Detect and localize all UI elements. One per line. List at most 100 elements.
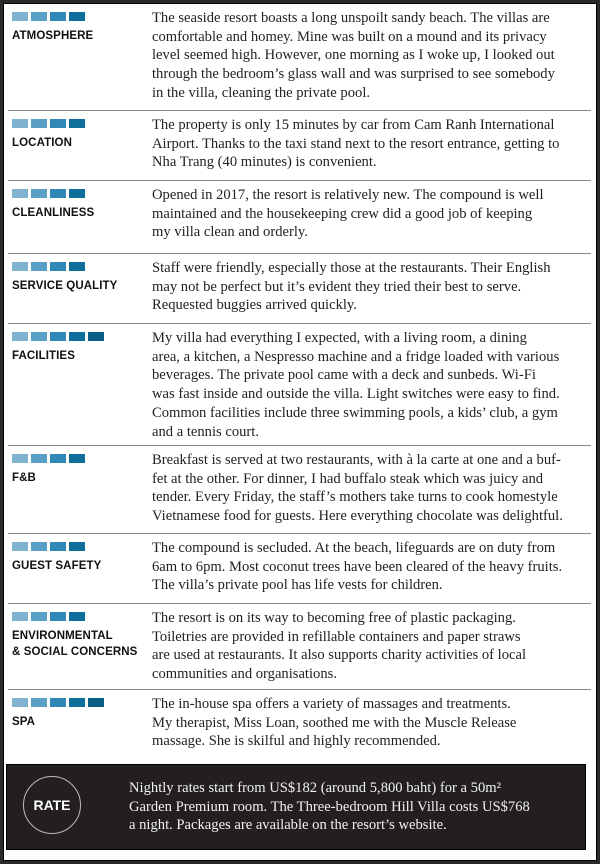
review-section: GUEST SAFETY The compound is secluded. At… <box>8 534 591 604</box>
review-section: CLEANLINESS Opened in 2017, the resort is… <box>8 181 591 254</box>
rating-bar <box>12 698 104 707</box>
rating-square <box>31 542 47 551</box>
section-label: GUEST SAFETY <box>12 558 101 574</box>
label-line: F&B <box>12 472 36 484</box>
text-line: area, a kitchen, a Nespresso machine and… <box>152 348 560 365</box>
text-line: The villa’s private pool has life vests … <box>152 577 443 594</box>
text-line: The in-house spa offers a variety of mas… <box>152 696 511 712</box>
rating-square <box>50 612 66 621</box>
review-section: SERVICE QUALITY Staff were friendly, espe… <box>8 254 591 324</box>
rating-square <box>12 332 28 341</box>
rating-bar <box>12 12 85 21</box>
text-line: Nha Trang (40 minutes) is convenient. <box>152 154 377 171</box>
rating-bar <box>12 189 85 198</box>
rating-square <box>31 119 47 128</box>
section-text: My villa had everything I expected, with… <box>152 329 597 441</box>
text-line: and a tennis court. <box>152 423 259 440</box>
rate-badge: RATE <box>23 776 81 834</box>
review-section: SPA The in-house spa offers a variety of … <box>8 690 591 764</box>
text-line: My therapist, Miss Loan, soothed me with… <box>152 714 517 731</box>
rating-square <box>12 189 28 198</box>
text-line: 6am to 6pm. Most coconut trees have been… <box>152 558 563 575</box>
rate-line: Garden Premium room. The Three-bedroom H… <box>129 798 530 815</box>
rating-bar <box>12 454 85 463</box>
text-line: Airport. Thanks to the taxi stand next t… <box>152 135 560 152</box>
rating-square <box>69 332 85 341</box>
rating-square <box>12 12 28 21</box>
rating-square <box>31 612 47 621</box>
rating-square <box>69 119 85 128</box>
rating-square <box>31 189 47 198</box>
text-line: massage. She is skilful and highly recom… <box>152 733 441 750</box>
rating-square <box>12 542 28 551</box>
section-text: The property is only 15 minutes by car f… <box>152 116 597 172</box>
label-line: CLEANLINESS <box>12 207 95 219</box>
rating-bar <box>12 542 85 551</box>
rating-bar <box>12 262 85 271</box>
text-line: My villa had everything I expected, with… <box>152 330 527 346</box>
section-label: SERVICE QUALITY <box>12 278 117 294</box>
rating-square <box>50 698 66 707</box>
text-line: comfortable and homey. Mine was built on… <box>152 28 547 45</box>
review-section: ENVIRONMENTAL & SOCIAL CONCERNS The resort… <box>8 604 591 690</box>
review-section: LOCATION The property is only 15 minutes … <box>8 111 591 181</box>
text-line: are used at restaurants. It also support… <box>152 647 527 664</box>
rating-square <box>69 612 85 621</box>
rating-square <box>69 189 85 198</box>
rating-square <box>69 698 85 707</box>
text-line: The property is only 15 minutes by car f… <box>152 117 555 133</box>
rating-square <box>31 12 47 21</box>
rate-box: RATE Nightly rates start from US$182 (ar… <box>6 764 586 850</box>
review-section: F&B Breakfast is served at two restaurant… <box>8 446 591 534</box>
text-line: Requested buggies arrived quickly. <box>152 297 357 314</box>
label-line: & SOCIAL CONCERNS <box>12 646 138 658</box>
section-label: ENVIRONMENTAL & SOCIAL CONCERNS <box>12 628 137 660</box>
text-line: was fast inside and outside the villa. L… <box>152 386 560 403</box>
rating-square <box>31 454 47 463</box>
label-line: SPA <box>12 716 36 728</box>
rating-square <box>31 698 47 707</box>
review-section: FACILITIES My villa had everything I expe… <box>8 324 591 446</box>
section-label: SPA <box>12 714 35 730</box>
rate-line: Nightly rates start from US$182 (around … <box>129 780 501 796</box>
text-line: Staff were friendly, especially those at… <box>152 260 551 276</box>
section-text: The compound is secluded. At the beach, … <box>152 539 597 595</box>
section-label: FACILITIES <box>12 348 75 364</box>
section-label: F&B <box>12 470 36 486</box>
rating-square <box>50 454 66 463</box>
label-line: SERVICE QUALITY <box>12 280 118 292</box>
section-label: CLEANLINESS <box>12 205 94 221</box>
section-text: The resort is on its way to becoming fre… <box>152 609 597 684</box>
rating-square <box>50 12 66 21</box>
rating-square <box>50 332 66 341</box>
text-line: Common facilities include three swimming… <box>152 404 558 421</box>
rating-square <box>69 542 85 551</box>
label-line: GUEST SAFETY <box>12 560 102 572</box>
rating-square <box>12 262 28 271</box>
text-line: The seaside resort boasts a long unspoil… <box>152 10 550 26</box>
text-line: level seemed high. However, one morning … <box>152 47 555 64</box>
text-line: beverages. The private pool came with a … <box>152 367 536 384</box>
rating-square <box>88 698 104 707</box>
rating-square <box>12 612 28 621</box>
label-line: ATMOSPHERE <box>12 30 94 42</box>
text-line: The compound is secluded. At the beach, … <box>152 540 556 556</box>
rating-square <box>69 12 85 21</box>
text-line: Vietnamese food for guests. Here everyth… <box>152 508 563 525</box>
text-line: tender. Every Friday, the staff’s mother… <box>152 489 558 506</box>
text-line: in the villa, cleaning the private pool. <box>152 84 371 101</box>
label-line: FACILITIES <box>12 350 75 362</box>
rating-square <box>12 119 28 128</box>
rate-text: Nightly rates start from US$182 (around … <box>129 779 530 835</box>
section-text: The seaside resort boasts a long unspoil… <box>152 9 597 103</box>
rating-square <box>69 454 85 463</box>
text-line: Toiletries are provided in refillable co… <box>152 628 521 645</box>
text-line: The resort is on its way to becoming fre… <box>152 610 516 626</box>
section-text: Staff were friendly, especially those at… <box>152 259 597 315</box>
rating-square <box>31 332 47 341</box>
section-text: The in-house spa offers a variety of mas… <box>152 695 597 751</box>
text-line: Opened in 2017, the resort is relatively… <box>152 187 544 203</box>
text-line: communities and organisations. <box>152 666 337 683</box>
review-section: ATMOSPHERE The seaside resort boasts a lo… <box>8 4 591 111</box>
rating-square <box>69 262 85 271</box>
